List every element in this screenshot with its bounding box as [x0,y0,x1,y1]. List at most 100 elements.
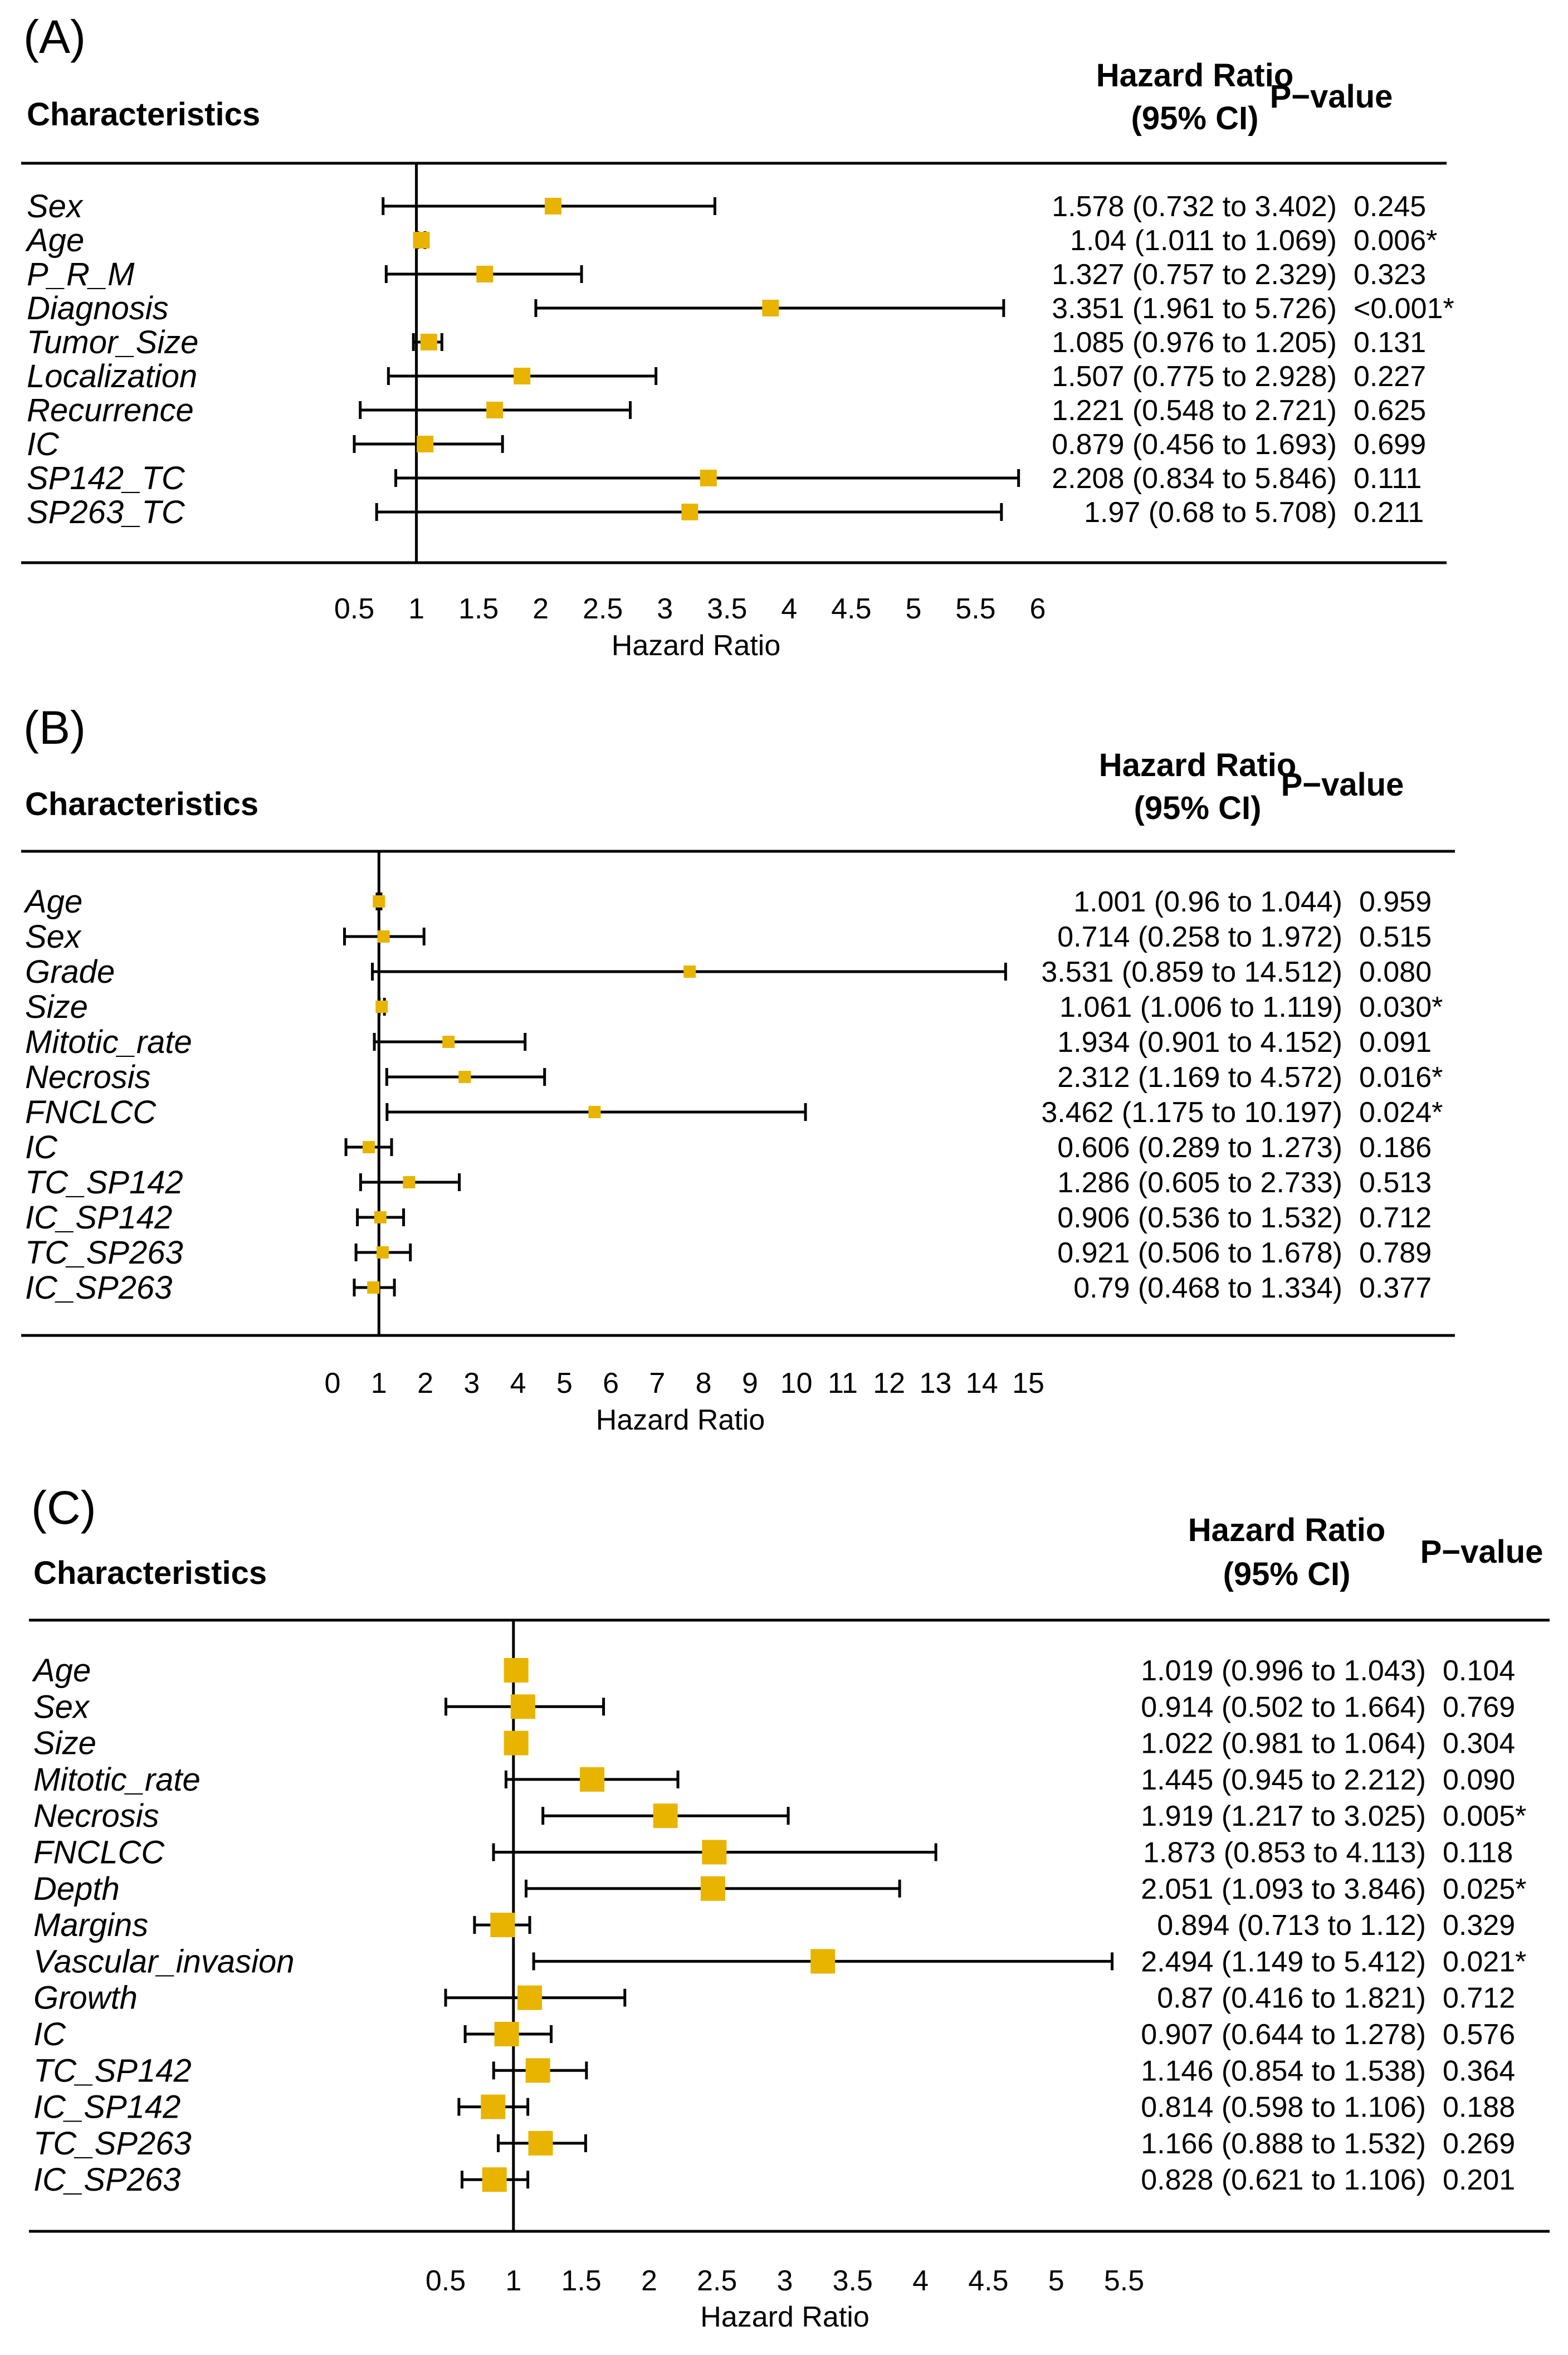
p-value: 0.131 [1354,326,1426,359]
p-value: 0.959 [1359,886,1432,918]
point-estimate-marker [486,402,504,418]
hazard-ratio-value: 1.001 (0.96 to 1.044) [1073,886,1342,918]
hazard-ratio-value: 0.87 (0.416 to 1.821) [1157,1982,1426,2015]
point-estimate-marker [490,1913,515,1938]
x-tick-label: 2 [417,1367,433,1400]
x-tick-label: 4 [781,593,797,625]
column-header-ci: (95% CI) [1223,1556,1351,1592]
p-value: 0.227 [1354,360,1426,393]
x-tick-label: 5.5 [1104,2265,1144,2297]
p-value: 0.269 [1443,2128,1515,2160]
point-estimate-marker [482,2167,507,2192]
hazard-ratio-value: 0.906 (0.536 to 1.532) [1057,1202,1342,1234]
hazard-ratio-value: 0.894 (0.713 to 1.12) [1157,1909,1426,1942]
x-tick-label: 2.5 [697,2265,737,2297]
column-header-ci: (95% CI) [1131,100,1259,136]
hazard-ratio-value: 1.445 (0.945 to 2.212) [1141,1764,1426,1796]
row-label: Age [32,1652,91,1689]
row-label: Mitotic_rate [33,1762,201,1798]
p-value: 0.021* [1443,1946,1526,1978]
hazard-ratio-value: 1.085 (0.976 to 1.205) [1052,326,1337,359]
x-tick-label: 4 [510,1367,526,1400]
x-tick-label: 12 [873,1367,905,1400]
point-estimate-marker [702,1840,727,1865]
column-header-p-value: P−value [1420,1534,1543,1570]
p-value: 0.513 [1359,1167,1432,1199]
x-tick-label: 9 [742,1367,758,1400]
p-value: 0.789 [1359,1237,1432,1269]
column-header-hazard-ratio: Hazard Ratio [1188,1512,1386,1548]
hazard-ratio-value: 0.79 (0.468 to 1.334) [1073,1272,1342,1304]
point-estimate-marker [504,1730,529,1756]
hazard-ratio-value: 1.221 (0.548 to 2.721) [1052,394,1337,427]
hazard-ratio-value: 0.879 (0.456 to 1.693) [1052,428,1337,461]
row-label: Sex [33,1689,90,1725]
p-value: 0.025* [1443,1873,1526,1905]
p-value: 0.323 [1354,259,1426,291]
x-tick-label: 2 [641,2265,657,2297]
x-tick-label: 4.5 [968,2265,1008,2297]
hazard-ratio-value: 1.04 (1.011 to 1.069) [1070,225,1337,257]
point-estimate-marker [413,232,430,248]
hazard-ratio-value: 0.714 (0.258 to 1.972) [1057,921,1342,953]
point-estimate-marker [375,1001,388,1013]
x-tick-label: 1.5 [561,2265,601,2297]
x-tick-label: 8 [696,1367,712,1400]
hazard-ratio-value: 0.606 (0.289 to 1.273) [1057,1132,1342,1164]
hazard-ratio-value: 1.061 (1.006 to 1.119) [1059,991,1342,1023]
row-label: IC [27,426,60,462]
row-label: Necrosis [25,1059,151,1095]
row-label: TC_SP263 [25,1235,183,1271]
column-header-p-value: P−value [1270,79,1393,115]
p-value: 0.030* [1359,991,1443,1023]
hazard-ratio-value: 1.578 (0.732 to 3.402) [1052,191,1337,223]
x-tick-label: 3 [777,2265,793,2297]
forest-panel-a: (A) Characteristics Hazard Ratio (95% CI) P−… [21,11,1454,662]
p-value: 0.016* [1359,1061,1443,1094]
row-label: IC_SP142 [33,2089,180,2125]
point-estimate-marker [373,895,385,908]
p-value: 0.188 [1443,2091,1515,2124]
point-estimate-marker [588,1106,601,1118]
point-estimate-marker [367,1281,380,1294]
row-label: Vascular_invasion [33,1943,295,1979]
p-value: 0.091 [1359,1026,1432,1059]
p-value: 0.080 [1359,956,1432,988]
point-estimate-marker [420,334,437,350]
hazard-ratio-value: 0.914 (0.502 to 1.664) [1141,1691,1426,1723]
p-value: 0.186 [1359,1132,1432,1164]
hazard-ratio-value: 1.873 (0.853 to 4.113) [1143,1837,1426,1869]
x-tick-label: 4.5 [831,593,871,625]
x-tick-label: 11 [828,1367,858,1400]
row-label: Depth [33,1871,120,1907]
row-label: IC [25,1129,58,1166]
row-label: Sex [27,188,84,225]
column-header-ci: (95% CI) [1134,790,1262,826]
point-estimate-marker [494,2022,519,2046]
x-tick-label: 2.5 [583,593,623,625]
hazard-ratio-value: 0.921 (0.506 to 1.678) [1057,1237,1342,1269]
row-label: TC_SP142 [25,1164,183,1201]
row-label: FNCLCC [25,1094,157,1130]
row-label: Necrosis [33,1798,159,1834]
hazard-ratio-value: 1.934 (0.901 to 4.152) [1057,1026,1342,1059]
row-label: Grade [25,954,115,990]
x-axis-title: Hazard Ratio [612,630,780,662]
point-estimate-marker [377,930,390,943]
column-header-characteristics: Characteristics [33,1555,267,1591]
x-tick-label: 2 [533,593,549,625]
x-tick-label: 1 [371,1367,387,1400]
x-tick-label: 0.5 [334,593,374,625]
point-estimate-marker [362,1141,375,1153]
p-value: 0.024* [1359,1096,1443,1129]
point-estimate-marker [580,1767,605,1792]
point-estimate-marker [504,1658,529,1683]
point-estimate-marker [481,2094,506,2119]
x-axis-title: Hazard Ratio [596,1404,765,1436]
p-value: 0.005* [1443,1800,1526,1832]
x-tick-label: 3 [657,593,673,625]
x-tick-label: 3.5 [707,593,747,625]
x-tick-label: 10 [780,1367,813,1400]
p-value: 0.769 [1443,1691,1515,1723]
row-label: Growth [33,1980,138,2016]
